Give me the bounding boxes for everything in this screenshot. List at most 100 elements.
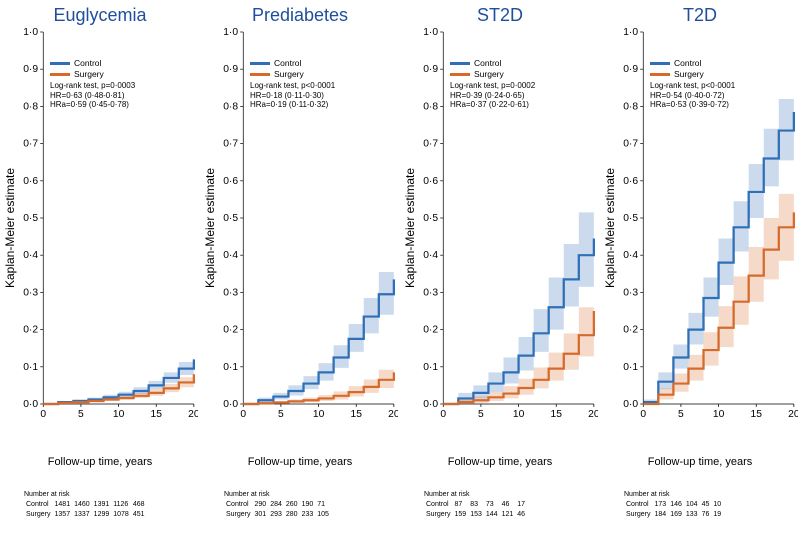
risk-row: Surgery1357133712991078451 xyxy=(26,511,147,519)
svg-text:10: 10 xyxy=(113,409,125,420)
svg-text:5: 5 xyxy=(278,409,284,420)
svg-text:15: 15 xyxy=(750,409,762,420)
panel-title: Prediabetes xyxy=(202,5,398,26)
panel-1: PrediabetesKaplan-Meier estimate0·00·10·… xyxy=(200,5,400,495)
svg-text:0·8: 0·8 xyxy=(23,102,38,113)
svg-text:1·0: 1·0 xyxy=(223,28,238,38)
risk-row: Surgery15915314412146 xyxy=(426,511,527,519)
panel-3: T2D Kaplan-Meier estimate 0·0 0·1 0·2 0·3 0·4 0… xyxy=(600,5,800,495)
svg-text:15: 15 xyxy=(550,409,562,420)
plot-area: Kaplan-Meier estimate0·00·10·20·30·40·50… xyxy=(402,28,598,428)
plot-area: Kaplan-Meier estimate 0·0 0·1 0·2 0·3 0·4 0·5 0… xyxy=(602,28,798,428)
svg-text:15: 15 xyxy=(350,409,362,420)
legend-box: ControlSurgery Log-rank test, p=0·0002HR=… xyxy=(450,58,535,110)
svg-text:0: 0 xyxy=(640,409,646,420)
legend-label: Surgery xyxy=(274,69,304,79)
x-axis-title: Follow-up time, years xyxy=(602,456,798,468)
svg-text:1·0: 1·0 xyxy=(423,28,438,38)
plot-area: Kaplan-Meier estimate0·00·10·20·30·40·50… xyxy=(2,28,198,428)
risk-row: Control8783734617 xyxy=(426,501,527,509)
svg-text:10: 10 xyxy=(513,409,525,420)
stats-text: Log-rank test, p<0·0001HR=0·18 (0·11-0·3… xyxy=(250,81,335,110)
svg-text:1·0: 1·0 xyxy=(623,28,638,38)
legend-item-control: Control xyxy=(650,58,735,69)
legend-label: Surgery xyxy=(74,69,104,79)
risk-row: Control29028426019071 xyxy=(226,501,331,509)
svg-text:0: 0 xyxy=(40,409,46,420)
svg-text:0·1: 0·1 xyxy=(23,362,38,373)
risk-row: Surgery301293280233105 xyxy=(226,511,331,519)
risk-row: Control1481146013911126468 xyxy=(26,501,147,509)
svg-text:0·8: 0·8 xyxy=(623,102,638,113)
svg-text:20: 20 xyxy=(188,409,198,420)
svg-text:10: 10 xyxy=(313,409,325,420)
svg-text:0·0: 0·0 xyxy=(423,399,438,410)
legend-item-control: Control xyxy=(250,58,335,69)
svg-text:0·2: 0·2 xyxy=(223,325,238,336)
svg-text:0·1: 0·1 xyxy=(623,362,638,373)
svg-text:0·7: 0·7 xyxy=(423,139,438,150)
svg-text:0·5: 0·5 xyxy=(223,213,238,224)
svg-text:20: 20 xyxy=(788,409,798,420)
svg-text:0·5: 0·5 xyxy=(623,213,638,224)
x-axis-title: Follow-up time, years xyxy=(402,456,598,468)
stats-text: Log-rank test, p=0·0002HR=0·39 (0·24-0·6… xyxy=(450,81,535,110)
svg-text:0·6: 0·6 xyxy=(23,176,38,187)
y-axis-title: Kaplan-Meier estimate xyxy=(203,168,217,288)
svg-text:0·4: 0·4 xyxy=(623,250,638,261)
svg-text:0·7: 0·7 xyxy=(23,139,38,150)
stats-text: Log-rank test, p=0·0003HR=0·63 (0·48-0·8… xyxy=(50,81,135,110)
svg-text:0·4: 0·4 xyxy=(223,250,238,261)
svg-text:0·6: 0·6 xyxy=(423,176,438,187)
svg-text:0·9: 0·9 xyxy=(23,64,38,75)
legend-item-surgery: Surgery xyxy=(50,69,135,80)
x-axis-title: Follow-up time, years xyxy=(2,456,198,468)
panel-title: Euglycemia xyxy=(2,5,198,26)
panel-0: Euglycemia Kaplan-Meier estimate 0·0 0·1 0·2… xyxy=(0,5,200,495)
legend-label: Control xyxy=(274,58,301,68)
risk-table: Number at riskControl1481146013911126468… xyxy=(2,491,202,521)
panel-row: Euglycemia Kaplan-Meier estimate 0·0 0·1 0·2… xyxy=(0,0,800,495)
legend-label: Surgery xyxy=(674,69,704,79)
legend-item-surgery: Surgery xyxy=(250,69,335,80)
svg-text:10: 10 xyxy=(713,409,725,420)
panel-2: ST2DKaplan-Meier estimate0·00·10·20·30·4… xyxy=(400,5,600,495)
svg-text:0·3: 0·3 xyxy=(623,288,638,299)
risk-table: Number at riskControl8783734617Surgery15… xyxy=(402,491,602,521)
svg-text:1·0: 1·0 xyxy=(23,28,38,38)
legend-box: ControlSurgery Log-rank test, p=0·0003HR=… xyxy=(50,58,135,110)
panel-title: T2D xyxy=(602,5,798,26)
y-axis-title: Kaplan-Meier estimate xyxy=(603,168,617,288)
legend-label: Surgery xyxy=(474,69,504,79)
svg-text:0·0: 0·0 xyxy=(23,399,38,410)
svg-text:0·3: 0·3 xyxy=(223,288,238,299)
svg-text:5: 5 xyxy=(678,409,684,420)
legend-item-control: Control xyxy=(450,58,535,69)
svg-text:0·2: 0·2 xyxy=(23,325,38,336)
svg-text:0·2: 0·2 xyxy=(423,325,438,336)
legend-label: Control xyxy=(674,58,701,68)
svg-text:0·4: 0·4 xyxy=(423,250,438,261)
svg-text:15: 15 xyxy=(150,409,162,420)
stats-text: Log-rank test, p<0·0001HR=0·54 (0·40-0·7… xyxy=(650,81,735,110)
svg-text:0·3: 0·3 xyxy=(23,288,38,299)
svg-text:0·2: 0·2 xyxy=(623,325,638,336)
risk-row: Surgery1841691337619 xyxy=(626,511,723,519)
svg-text:0·8: 0·8 xyxy=(423,102,438,113)
risk-table: Number at riskControl1731461044510Surger… xyxy=(602,491,800,521)
svg-text:0·8: 0·8 xyxy=(223,102,238,113)
svg-text:0·9: 0·9 xyxy=(423,64,438,75)
y-axis-title: Kaplan-Meier estimate xyxy=(403,168,417,288)
legend-box: ControlSurgery Log-rank test, p<0·0001HR=… xyxy=(250,58,335,110)
plot-area: Kaplan-Meier estimate0·00·10·20·30·40·50… xyxy=(202,28,398,428)
legend-item-control: Control xyxy=(50,58,135,69)
svg-text:0·0: 0·0 xyxy=(623,399,638,410)
svg-text:0·7: 0·7 xyxy=(223,139,238,150)
svg-text:5: 5 xyxy=(78,409,84,420)
svg-text:0·9: 0·9 xyxy=(623,64,638,75)
svg-text:5: 5 xyxy=(478,409,484,420)
y-axis-title: Kaplan-Meier estimate xyxy=(3,168,17,288)
legend-item-surgery: Surgery xyxy=(450,69,535,80)
svg-text:0·5: 0·5 xyxy=(23,213,38,224)
svg-text:0·3: 0·3 xyxy=(423,288,438,299)
